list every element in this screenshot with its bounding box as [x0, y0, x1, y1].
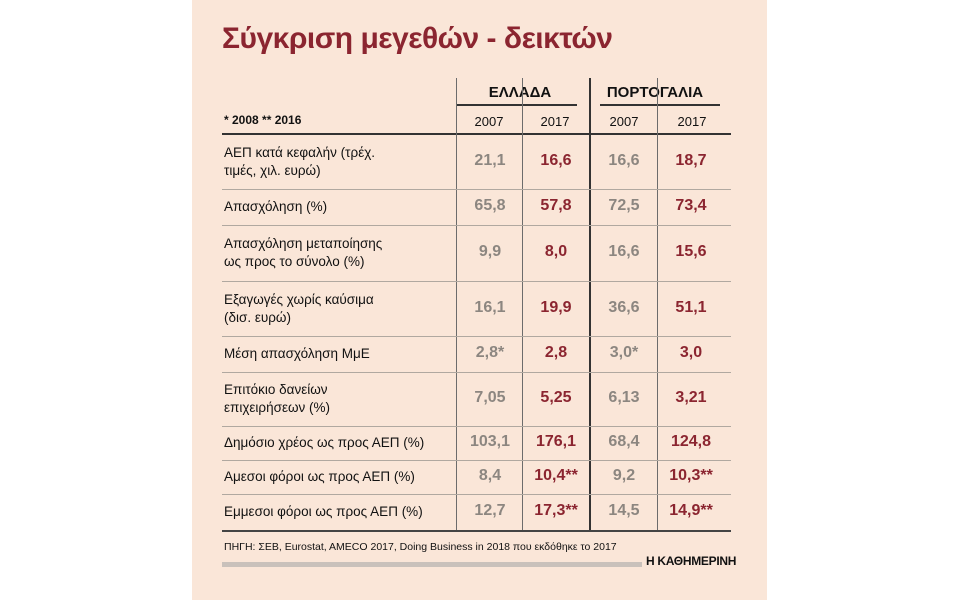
table-cell: 10,3**: [669, 467, 713, 484]
source-note: ΠΗΓΗ: ΣΕΒ, Eurostat, AMECO 2017, Doing B…: [224, 541, 617, 553]
table-cell: 14,5: [608, 502, 640, 519]
table-cell: 14,9**: [669, 502, 713, 519]
column-divider: [657, 78, 658, 531]
table-cell: 7,05: [474, 389, 506, 406]
table-cell: 36,6: [608, 298, 640, 316]
table-cell: 176,1: [535, 433, 577, 450]
publisher-logo: Η ΚΑΘΗΜΕΡΙΝΗ: [646, 554, 737, 568]
row-label: Αμεσοι φόροι ως προς ΑΕΠ (%): [224, 469, 415, 484]
table-bottom-rule: [222, 530, 731, 532]
year-header-greece-2017: 2017: [540, 114, 570, 129]
table-cell: 6,13: [608, 389, 640, 406]
table-cell: 2,8*: [475, 344, 505, 361]
year-header-portugal-2007: 2007: [609, 114, 639, 129]
table-cell: 3,0*: [609, 344, 639, 361]
table-cell: 10,4**: [534, 467, 578, 484]
table-cell: 17,3**: [534, 502, 578, 519]
row-divider: [222, 189, 731, 190]
brand-rule: [222, 562, 642, 567]
country-divider: [589, 78, 591, 531]
row-label: ΑΕΠ κατά κεφαλήν (τρέχ. τιμές, χιλ. ευρώ…: [224, 145, 376, 178]
row-label: Δημόσιο χρέος ως προς ΑΕΠ (%): [224, 435, 425, 450]
table-cell: 16,6: [608, 243, 640, 260]
row-divider: [222, 225, 731, 226]
row-label: Μέση απασχόληση ΜμΕ: [224, 346, 370, 361]
table-cell: 3,0: [679, 344, 703, 361]
row-divider: [222, 460, 731, 461]
table-cell: 2,8: [544, 344, 568, 361]
table-cell: 73,4: [675, 197, 707, 214]
table-cell: 16,1: [474, 298, 506, 316]
row-divider: [222, 372, 731, 373]
table-cell: 19,9: [540, 298, 572, 316]
row-divider: [222, 281, 731, 282]
country-header-greece: ΕΛΛΑΔΑ: [488, 84, 552, 101]
year-header-greece-2007: 2007: [474, 114, 504, 129]
column-divider: [456, 78, 457, 531]
row-divider: [222, 336, 731, 337]
infographic-card: [192, 0, 767, 600]
header-divider: [222, 133, 731, 135]
table-cell: 16,6: [540, 152, 572, 169]
greece-header-underline: [457, 104, 577, 106]
table-cell: 65,8: [474, 197, 506, 214]
row-label: Απασχόληση μεταποίησης ως προς το σύνολο…: [224, 236, 383, 269]
row-label: Επιτόκιο δανείων επιχειρήσεων (%): [224, 382, 331, 415]
table-cell: 12,7: [474, 502, 506, 519]
table-cell: 18,7: [675, 152, 707, 169]
table-cell: 9,2: [612, 467, 636, 484]
table-cell: 8,0: [544, 243, 568, 260]
table-cell: 57,8: [540, 197, 572, 214]
table-cell: 124,8: [670, 433, 712, 450]
table-cell: 15,6: [675, 243, 707, 260]
portugal-header-underline: [600, 104, 720, 106]
row-label: Εξαγωγές χωρίς καύσιμα (δισ. ευρώ): [224, 291, 374, 325]
country-header-portugal: ΠΟΡΤΟΓΑΛΙΑ: [606, 84, 704, 101]
table-cell: 3,21: [675, 389, 707, 406]
row-label: Απασχόληση (%): [224, 199, 328, 214]
table-cell: 103,1: [469, 433, 511, 450]
table-cell: 16,6: [608, 152, 640, 169]
table-cell: 72,5: [608, 197, 640, 214]
table-cell: 51,1: [675, 298, 707, 316]
row-divider: [222, 494, 731, 495]
footnote-legend: * 2008 ** 2016: [224, 113, 302, 127]
table-cell: 5,25: [540, 389, 572, 406]
table-cell: 8,4: [478, 467, 502, 484]
year-header-portugal-2017: 2017: [677, 114, 707, 129]
row-label: Εμμεσοι φόροι ως προς ΑΕΠ (%): [224, 504, 423, 519]
table-cell: 21,1: [474, 152, 506, 169]
column-divider: [522, 78, 523, 531]
table-cell: 9,9: [478, 243, 502, 260]
row-divider: [222, 426, 731, 427]
table-cell: 68,4: [608, 433, 640, 450]
page-title: Σύγκριση μεγεθών - δεικτών: [222, 22, 613, 55]
